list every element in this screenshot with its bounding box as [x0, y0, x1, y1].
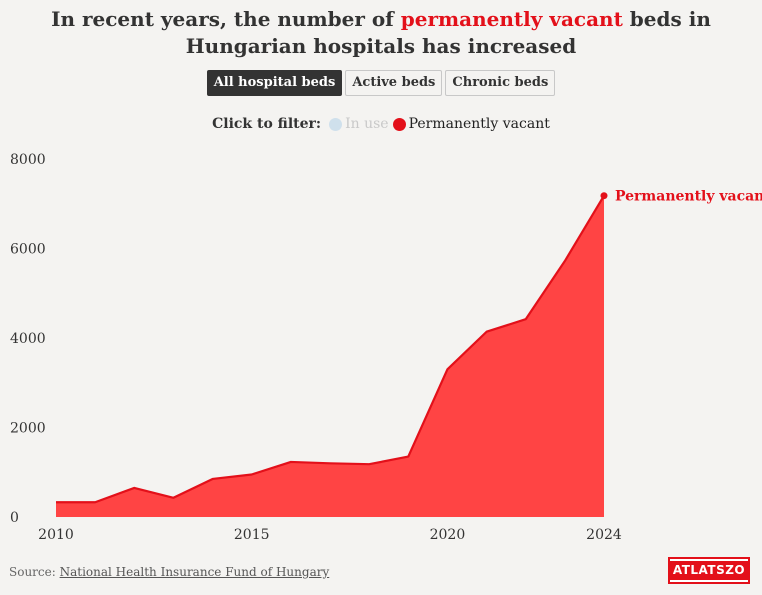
in-use-dot-icon — [329, 117, 343, 131]
y-tick-label: 2000 — [10, 421, 46, 437]
legend-filter: Click to filter: In use Permanently vaca… — [0, 116, 762, 132]
end-point-marker — [600, 192, 608, 200]
x-tick-label: 2024 — [586, 527, 622, 543]
legend-item-in-use[interactable]: In use — [329, 116, 389, 132]
legend-label-permanently-vacant: Permanently vacant — [408, 116, 550, 132]
series-area — [56, 195, 604, 517]
source-link[interactable]: National Health Insurance Fund of Hungar… — [59, 565, 330, 579]
tab-active-beds[interactable]: Active beds — [345, 70, 443, 96]
y-tick-label: 0 — [10, 510, 19, 526]
title-text-after: beds in Hungarian hospitals has increase… — [185, 7, 711, 58]
tab-all-hospital-beds[interactable]: All hospital beds — [206, 70, 343, 96]
title-text-before: In recent years, the number of — [51, 7, 401, 31]
legend-item-permanently-vacant[interactable]: Permanently vacant — [392, 116, 550, 132]
filter-label: Click to filter: — [212, 116, 322, 132]
x-tick-label: 2020 — [430, 527, 466, 543]
legend-label-in-use: In use — [345, 116, 389, 132]
y-tick-label: 4000 — [10, 331, 46, 347]
x-tick-label: 2010 — [38, 527, 74, 543]
x-tick-label: 2015 — [234, 527, 270, 543]
chart-title: In recent years, the number of permanent… — [0, 6, 762, 60]
bed-type-tabs: All hospital beds Active beds Chronic be… — [0, 70, 762, 96]
tab-chronic-beds[interactable]: Chronic beds — [445, 70, 556, 96]
source-note: Source: National Health Insurance Fund o… — [9, 565, 329, 579]
end-label: Permanently vacant — [615, 189, 762, 205]
y-tick-label: 6000 — [10, 242, 46, 258]
logo-text: ATLATSZO — [668, 561, 750, 580]
y-tick-label: 8000 — [10, 152, 46, 168]
atlatszo-logo[interactable]: ATLATSZO — [668, 557, 750, 584]
permanently-vacant-dot-icon — [392, 117, 406, 131]
source-prefix: Source: — [9, 565, 60, 579]
title-highlight: permanently vacant — [400, 7, 623, 31]
